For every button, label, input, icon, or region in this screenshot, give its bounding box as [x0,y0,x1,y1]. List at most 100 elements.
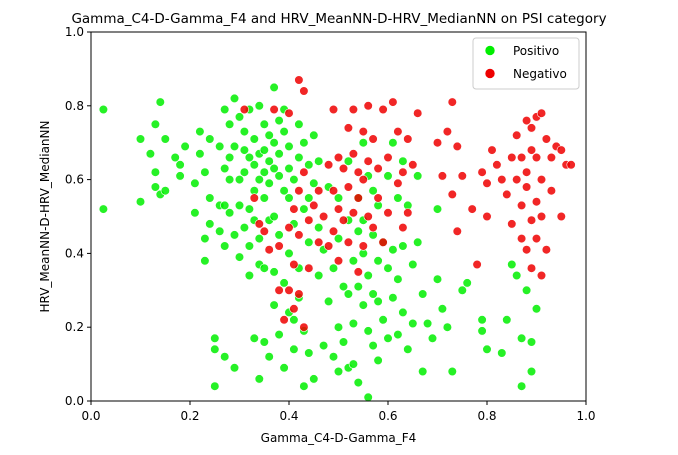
point-negativo-37 [338,215,349,225]
point-negativo-66 [403,134,413,144]
legend: Positivo Negativo [472,37,580,90]
point-positivo-68 [254,374,264,384]
point-positivo-178 [408,259,418,270]
point-negativo-58 [378,237,388,247]
point-negativo-26 [314,237,324,247]
point-negativo-105 [531,234,542,244]
point-positivo-121 [314,223,324,233]
point-positivo-183 [418,366,428,377]
point-positivo-174 [398,241,408,251]
point-negativo-65 [398,223,408,233]
point-positivo-28 [210,344,220,354]
point-positivo-27 [210,333,220,343]
point-positivo-192 [462,278,472,288]
x-axis-ticks: 0.0 0.2 0.4 0.6 0.8 1.0 [81,401,596,423]
x-tick-label: 1.0 [576,409,595,423]
point-positivo-32 [220,104,230,115]
point-negativo-93 [516,234,527,244]
x-tick-label: 0.4 [279,409,298,423]
point-positivo-149 [358,300,368,310]
point-negativo-46 [353,267,363,277]
point-negativo-83 [487,145,497,155]
point-positivo-193 [477,315,487,325]
point-positivo-51 [239,167,249,177]
point-negativo-89 [512,130,522,140]
point-positivo-133 [338,282,349,292]
point-negativo-35 [333,256,344,266]
legend-box [472,37,580,90]
point-positivo-97 [284,163,294,174]
point-positivo-124 [319,341,329,351]
point-negativo-3 [259,226,269,236]
point-positivo-38 [225,152,235,163]
point-negativo-96 [521,182,532,192]
point-negativo-6 [274,241,284,251]
point-positivo-156 [368,289,378,299]
point-negativo-50 [363,101,373,111]
point-positivo-1 [98,204,108,214]
point-positivo-76 [264,156,274,166]
point-positivo-118 [309,178,319,188]
point-positivo-45 [234,112,245,122]
point-positivo-63 [254,101,264,111]
point-positivo-24 [205,193,215,203]
point-positivo-13 [175,160,185,170]
point-negativo-78 [467,204,477,214]
point-negativo-86 [502,189,512,199]
point-positivo-72 [259,193,269,203]
point-positivo-115 [304,237,314,247]
point-positivo-106 [294,152,304,163]
point-positivo-167 [388,138,398,148]
point-positivo-166 [383,333,393,343]
point-positivo-36 [220,352,230,362]
point-positivo-21 [200,234,210,244]
point-positivo-195 [482,344,492,354]
point-negativo-74 [447,189,457,199]
point-positivo-57 [244,270,254,281]
point-positivo-87 [274,149,284,159]
point-positivo-135 [343,156,354,166]
point-positivo-84 [269,267,279,277]
point-positivo-109 [299,138,309,148]
point-positivo-164 [383,171,393,181]
y-axis-ticks: 0.0 0.2 0.4 0.6 0.8 1.0 [65,25,91,408]
legend-marker-negativo [484,68,496,79]
point-positivo-184 [423,318,433,329]
point-positivo-89 [274,230,284,240]
point-negativo-90 [512,175,522,185]
point-positivo-6 [150,167,160,177]
point-negativo-56 [373,193,383,203]
point-positivo-19 [195,149,205,159]
point-negativo-1 [249,193,259,203]
point-negativo-77 [457,171,467,181]
point-negativo-87 [507,152,517,163]
point-positivo-117 [309,130,319,140]
x-tick-label: 0.6 [378,409,397,423]
point-negativo-81 [482,178,492,188]
point-positivo-140 [348,318,359,329]
point-positivo-144 [353,282,363,292]
point-negativo-52 [363,211,373,222]
point-positivo-203 [526,337,537,347]
point-negativo-60 [383,208,393,218]
y-tick-label: 0.0 [65,394,84,408]
point-positivo-70 [259,145,269,155]
point-positivo-120 [314,156,324,166]
point-positivo-14 [175,171,185,181]
point-negativo-16 [294,186,304,196]
point-positivo-55 [244,204,254,214]
point-negativo-107 [536,175,547,185]
point-positivo-101 [289,175,299,185]
point-positivo-161 [373,355,383,366]
point-negativo-29 [324,160,334,170]
point-positivo-127 [328,263,339,273]
point-positivo-82 [269,163,279,174]
point-positivo-103 [289,315,299,325]
point-negativo-68 [408,160,418,170]
point-positivo-46 [234,175,245,185]
point-negativo-34 [333,204,344,214]
point-negativo-67 [403,208,413,218]
point-positivo-5 [150,119,160,129]
point-positivo-73 [259,263,269,273]
point-negativo-97 [521,245,532,255]
